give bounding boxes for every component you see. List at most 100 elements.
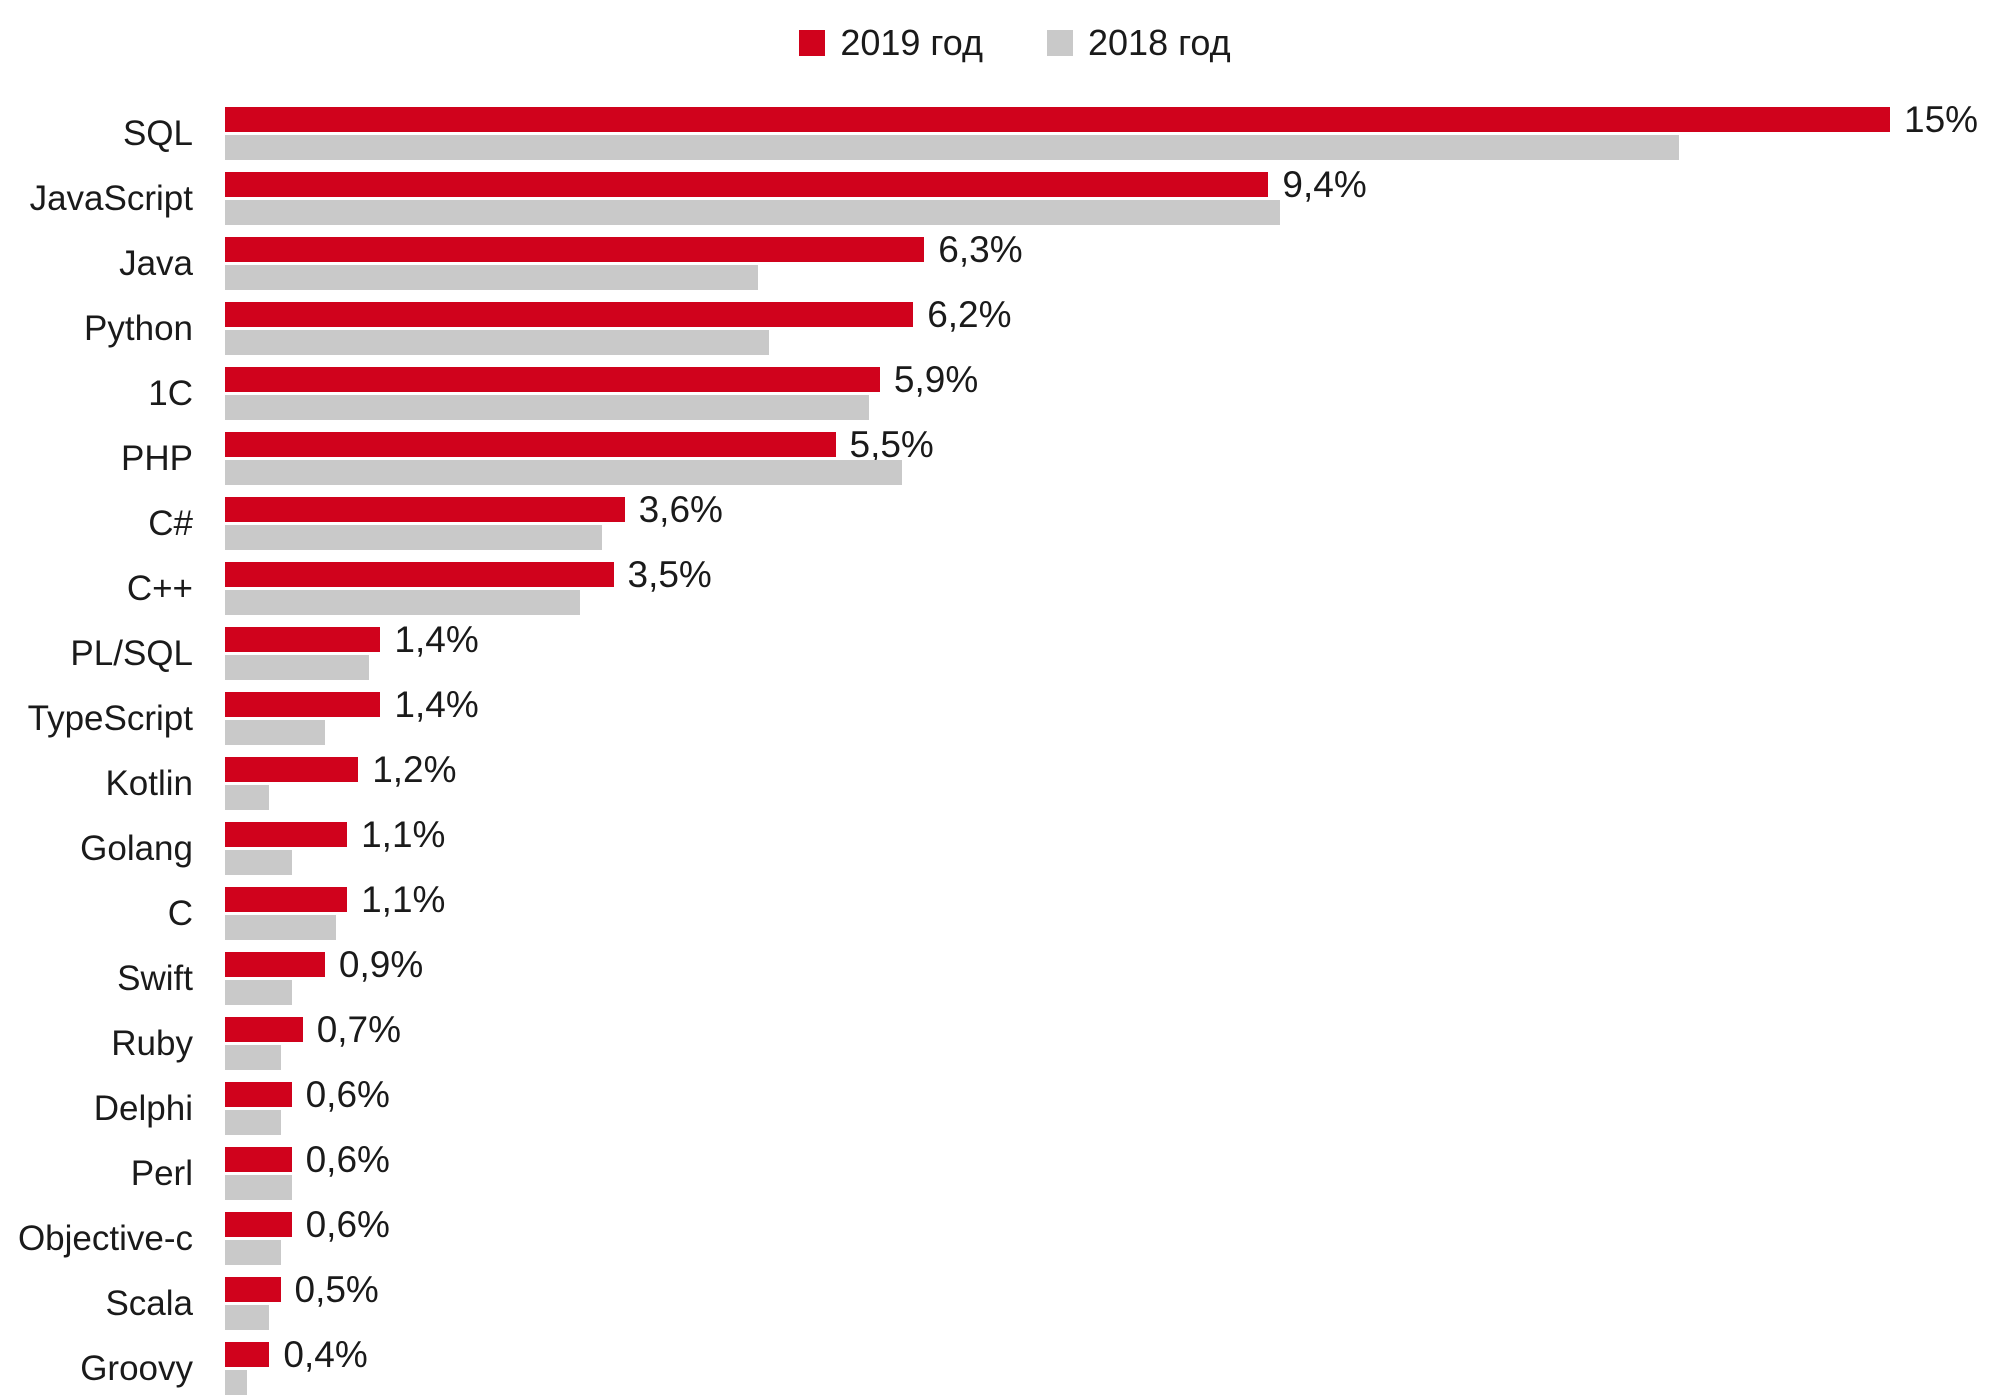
- category-label: Swift: [117, 958, 193, 998]
- bar-row: SQL 15%: [0, 99, 2000, 160]
- bar-2018: [225, 330, 769, 355]
- bar-row: C# 3,6%: [0, 489, 2000, 550]
- bar-2019: [225, 1342, 270, 1367]
- category-label: PL/SQL: [70, 633, 193, 673]
- category-label: PHP: [121, 438, 193, 478]
- value-label: 0,6%: [305, 1139, 390, 1180]
- bar-2018: [225, 915, 336, 940]
- category-label: Perl: [130, 1153, 193, 1193]
- bar-row: Java 6,3%: [0, 229, 2000, 290]
- value-label: 15%: [1904, 99, 1979, 140]
- bar-row: TypeScript 1,4%: [0, 684, 2000, 745]
- value-label: 1,4%: [394, 684, 479, 725]
- value-label: 5,5%: [849, 424, 934, 465]
- category-label: C#: [148, 503, 193, 543]
- bar-row: Golang 1,1%: [0, 814, 2000, 875]
- value-label: 1,1%: [361, 879, 446, 920]
- category-label: TypeScript: [27, 698, 193, 738]
- bar-2018: [225, 200, 1280, 225]
- bar-2019: [225, 1212, 292, 1237]
- category-label: C++: [126, 568, 193, 608]
- bar-2019: [225, 1147, 292, 1172]
- value-label: 1,2%: [372, 749, 457, 790]
- bar-row: C 1,1%: [0, 879, 2000, 940]
- bar-2019: [225, 497, 625, 522]
- bar-row: Swift 0,9%: [0, 944, 2000, 1005]
- bar-2018: [225, 1240, 281, 1265]
- bar-chart: SQL 15% JavaScript 9,4% Java 6,3% Python 6,2% 1C…: [0, 99, 2000, 1395]
- category-label: 1C: [148, 373, 193, 413]
- bar-2019: [225, 432, 836, 457]
- legend-item-2018: 2018 год: [1047, 22, 1231, 64]
- value-label: 1,1%: [361, 814, 446, 855]
- category-label: Groovy: [80, 1348, 193, 1388]
- bar-2019: [225, 172, 1269, 197]
- value-label: 1,4%: [394, 619, 479, 660]
- bar-2018: [225, 1370, 248, 1395]
- bar-2018: [225, 720, 325, 745]
- value-label: 0,6%: [305, 1204, 390, 1245]
- bar-2019: [225, 952, 325, 977]
- value-label: 0,4%: [283, 1334, 368, 1375]
- category-label: Ruby: [111, 1023, 193, 1063]
- category-label: Kotlin: [105, 763, 193, 803]
- value-label: 5,9%: [893, 359, 979, 400]
- value-label: 0,5%: [294, 1269, 379, 1310]
- value-label: 0,9%: [338, 944, 424, 985]
- bar-2018: [225, 785, 270, 810]
- bar-2019: [225, 627, 381, 652]
- bar-2019: [225, 1082, 292, 1107]
- bar-row: C++ 3,5%: [0, 556, 2000, 615]
- bar-row: Groovy 0,4%: [0, 1334, 2000, 1395]
- value-label: 0,7%: [316, 1009, 402, 1050]
- bar-2019: [225, 757, 359, 782]
- bar-row: Perl 0,6%: [0, 1139, 2000, 1200]
- bar-2019: [225, 367, 880, 392]
- bar-row: PHP 5,5%: [0, 424, 2000, 485]
- category-label: Scala: [105, 1283, 193, 1323]
- bar-2018: [225, 850, 292, 875]
- bar-2018: [225, 590, 581, 615]
- bar-row: Scala 0,5%: [0, 1269, 2000, 1330]
- bar-2019: [225, 1017, 303, 1042]
- category-label: Golang: [80, 828, 193, 868]
- bar-2018: [225, 1175, 292, 1200]
- category-label: SQL: [122, 113, 193, 153]
- bar-row: JavaScript 9,4%: [0, 164, 2000, 225]
- bar-2018: [225, 265, 758, 290]
- bar-2018: [225, 655, 370, 680]
- value-label: 6,3%: [938, 229, 1023, 270]
- bar-row: PL/SQL 1,4%: [0, 619, 2000, 680]
- bar-row: Kotlin 1,2%: [0, 749, 2000, 810]
- legend-label-2019: 2019 год: [840, 22, 983, 63]
- category-label: Delphi: [93, 1088, 193, 1128]
- bar-2019: [225, 822, 348, 847]
- legend: 2019 год 2018 год: [30, 0, 2000, 64]
- bar-2018: [225, 135, 1680, 160]
- bar-2019: [225, 692, 381, 717]
- value-label: 0,6%: [305, 1074, 390, 1115]
- bar-row: Ruby 0,7%: [0, 1009, 2000, 1070]
- category-label: Java: [119, 243, 193, 283]
- value-label: 6,2%: [927, 294, 1012, 335]
- bar-2019: [225, 237, 925, 262]
- bar-2019: [225, 1277, 281, 1302]
- legend-item-2019: 2019 год: [799, 22, 983, 64]
- value-label: 9,4%: [1282, 164, 1367, 205]
- category-label: Objective-c: [17, 1218, 193, 1258]
- value-label: 3,6%: [638, 489, 723, 530]
- bar-2018: [225, 460, 903, 485]
- bar-row: Python 6,2%: [0, 294, 2000, 355]
- bar-2019: [225, 887, 348, 912]
- bar-2018: [225, 1110, 281, 1135]
- category-label: JavaScript: [29, 178, 193, 218]
- bar-2018: [225, 525, 603, 550]
- bar-2018: [225, 1305, 270, 1330]
- legend-swatch-2018-icon: [1047, 30, 1073, 56]
- bar-2018: [225, 980, 292, 1005]
- bar-2018: [225, 395, 869, 420]
- bar-2019: [225, 107, 1890, 132]
- category-label: C: [167, 893, 193, 933]
- bar-row: 1C 5,9%: [0, 359, 2000, 420]
